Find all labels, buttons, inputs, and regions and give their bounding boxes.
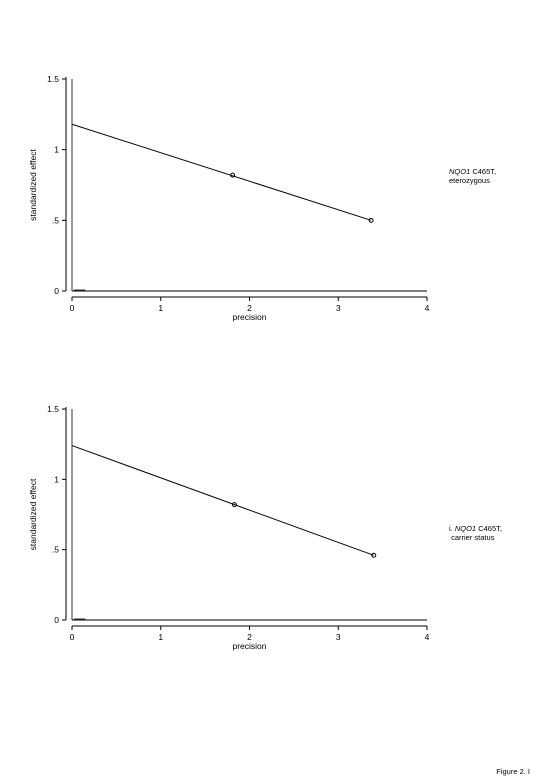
- figure-label: Figure 2. I: [496, 767, 530, 776]
- chart-1-regression-line: [71, 123, 372, 221]
- annotation-1-gene: NQO1: [449, 167, 471, 176]
- annotation-1-line2: eterozygous: [449, 176, 490, 185]
- chart-2-x-tick-label: 1: [158, 632, 163, 642]
- chart-2-x-tick-label: 0: [70, 632, 75, 642]
- chart-1-data-point: [368, 217, 374, 223]
- chart-2-x-tick-label: 3: [336, 632, 341, 642]
- chart-2-x-tick-label: 2: [247, 632, 252, 642]
- chart-1-group: 0 .5 1 1.5 0 1 2 3 4 precision standardized effect: [28, 74, 430, 322]
- chart-2-y-axis-title: standardized effect: [28, 478, 38, 550]
- chart-2-data-point: [231, 502, 237, 508]
- chart-1-x-tick-label: 3: [336, 303, 341, 313]
- chart-2-group: 0 .5 1 1.5 0 1 2 3 4 precision standardized effect: [28, 404, 430, 651]
- annotation-1-rest: C465T,: [470, 167, 497, 176]
- chart-1-x-tick-label: 2: [247, 303, 252, 313]
- annotation-2-gene: NQO1: [454, 524, 477, 533]
- chart-1-x-axis-title: precision: [232, 312, 266, 322]
- chart-2-x-axis-title: precision: [232, 641, 266, 651]
- annotation-2: i. NQO1 C465T, carrier status: [449, 524, 502, 542]
- chart-1-x-tick-label: 4: [425, 303, 430, 313]
- chart-1-y-tick-label: 0: [54, 286, 59, 296]
- annotation-2-rest: C465T,: [476, 524, 502, 533]
- chart-2-y-tick-label: 1.5: [47, 404, 59, 414]
- chart-1-y-axis-title: standardized effect: [28, 149, 38, 221]
- chart-1-y-tick-label: 1.5: [47, 74, 59, 84]
- annotation-1: NQO1 C465T, eterozygous: [449, 167, 496, 185]
- chart-2-y-tick-label: 0: [54, 615, 59, 625]
- chart-1-x-tick-label: 1: [158, 303, 163, 313]
- chart-1-x-tick-label: 0: [70, 303, 75, 313]
- chart-2-y-tick-label: 1: [54, 474, 59, 484]
- annotation-2-line2: carrier status: [449, 533, 495, 542]
- chart-2-x-tick-label: 4: [425, 632, 430, 642]
- chart-1-y-tick-label: .5: [52, 215, 59, 225]
- chart-1-data-point: [230, 172, 236, 178]
- chart-2-y-tick-label: .5: [52, 545, 59, 555]
- chart-2-regression-line: [71, 445, 374, 556]
- chart-1-y-tick-label: 1: [54, 145, 59, 155]
- chart-2-data-point: [371, 552, 377, 558]
- annotation-2-prefix: i.: [449, 524, 455, 533]
